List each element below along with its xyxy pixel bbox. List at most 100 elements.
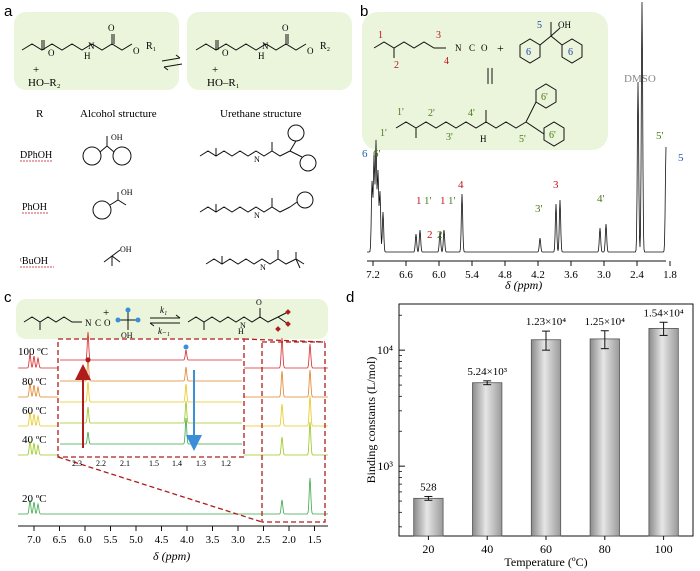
scheme-equilibrium (487, 68, 493, 84)
data-label: 5.24×10³ (467, 366, 507, 378)
tick-label-c: 1.5 (308, 534, 322, 546)
tick-label-b: 4.8 (498, 269, 512, 281)
peak-label: 3' (535, 203, 543, 215)
isocyanate-structure (373, 41, 446, 58)
inset-trace (60, 381, 242, 403)
tick-label-b: 1.8 (663, 269, 677, 281)
peak-label: 6 (362, 148, 368, 160)
svg-text:+: + (212, 64, 218, 76)
phoh-urethane-structure (199, 191, 314, 213)
peak-label: 6' (373, 148, 381, 160)
svg-text:+: + (497, 41, 504, 55)
tick-label-b: 3.0 (597, 269, 611, 281)
svg-text:HO–R₂: HO–R₂ (28, 77, 61, 89)
panel-c-label: c (4, 289, 12, 306)
svg-text:HO–R₁: HO–R₁ (207, 77, 240, 89)
col-header-alcohol: Alcohol structure (80, 108, 157, 120)
svg-text:6': 6' (541, 92, 548, 103)
panel-a-label: a (4, 3, 13, 20)
x-tick-label: 20 (422, 542, 434, 556)
svg-text:H: H (480, 134, 487, 144)
tick-label-b: 2.4 (630, 269, 644, 281)
svg-text:O: O (282, 23, 289, 33)
col-header-r: R (36, 108, 44, 120)
tick-label-c: 3.0 (231, 534, 245, 546)
reactant-urethane-structure (21, 34, 133, 51)
y-tick-label: 10⁴ (377, 343, 393, 357)
inset-tick: 1.4 (172, 459, 182, 468)
inset-tick: 1.2 (221, 459, 231, 468)
svg-text:OH: OH (121, 331, 133, 340)
peak-label: 1 (416, 195, 422, 207)
nmr-spectrum-b (367, 1, 667, 253)
x-axis-label: Temperature (ºC) (504, 555, 587, 569)
tick-label-b: 3.6 (564, 269, 578, 281)
svg-text:3: 3 (436, 30, 441, 41)
reaction-box-c (16, 299, 328, 339)
inset-ticks: 2.3 2.2 2.1 1.5 1.4 1.3 1.2 (72, 459, 231, 468)
peak-label: 1 (440, 195, 446, 207)
svg-text:OH: OH (558, 20, 571, 30)
phoh-structure (92, 192, 127, 220)
bar (530, 339, 562, 537)
tick-label-b: 6.6 (399, 269, 413, 281)
svg-text:O: O (222, 48, 229, 58)
row-name-phoh: PhOH (22, 202, 47, 213)
svg-text:N: N (88, 41, 95, 51)
inset-marker-red (85, 357, 91, 363)
svg-text:N: N (262, 41, 269, 51)
tick-label-c: 2.0 (282, 534, 296, 546)
svg-text:6: 6 (568, 47, 573, 58)
temp-label: 40 ºC (22, 434, 47, 446)
svg-text:N: N (240, 321, 246, 330)
svg-text:OH: OH (121, 188, 133, 197)
inset-tick: 2.2 (96, 459, 106, 468)
tick-label-c: 4.5 (155, 534, 169, 546)
bar (589, 338, 620, 537)
peak-label: 5' (656, 130, 664, 142)
tick-label-c: 5.0 (129, 534, 143, 546)
svg-text:5': 5' (519, 134, 526, 145)
svg-text:OH: OH (120, 245, 132, 254)
svg-text:+: + (103, 307, 109, 319)
tick-label-c: 6.5 (53, 534, 67, 546)
scheme-box (362, 12, 608, 150)
svg-text:4': 4' (468, 108, 475, 119)
panel-b-label: b (360, 3, 368, 20)
dmso-label: DMSO (624, 73, 656, 85)
tick-label-c: 5.5 (104, 534, 118, 546)
peak-label: 5 (678, 152, 684, 164)
tick-label-b: 5.4 (465, 269, 479, 281)
inset-trace (60, 356, 242, 382)
col-header-urethane: Urethane structure (220, 108, 302, 120)
svg-text:R₂: R₂ (320, 41, 330, 52)
product-box (187, 12, 352, 90)
svg-text:N: N (85, 318, 92, 328)
inset-tick: 1.5 (149, 459, 159, 468)
svg-text:H: H (258, 51, 265, 61)
peak-labels-b: 6 6' 1 1' 1 1' 2 2' 4 3 3' 4' 5' 5 (362, 130, 684, 241)
inset-trace (60, 417, 242, 445)
panel-d-label: d (346, 289, 354, 306)
x-tick-label: 80 (599, 542, 611, 556)
svg-text:4: 4 (444, 56, 449, 67)
tick-label-c: 2.5 (257, 534, 271, 546)
bar (413, 497, 444, 537)
bar (648, 328, 679, 537)
temp-label: 80 ºC (22, 376, 47, 388)
inset-spectra (60, 331, 242, 445)
svg-text:2': 2' (428, 108, 435, 119)
svg-text:k₁: k₁ (160, 305, 167, 315)
peak-label: 4' (597, 193, 605, 205)
tick-label-c: 6.0 (78, 534, 92, 546)
svg-text:2: 2 (394, 60, 399, 71)
y-tick-label: 10³ (377, 459, 393, 473)
reaction-c-structures (23, 308, 289, 330)
data-label: 1.23×10⁴ (526, 316, 566, 328)
svg-text:6': 6' (549, 130, 556, 141)
row-name-tbuoh: ᵗBuOH (20, 256, 48, 267)
svg-text:+: + (33, 64, 39, 76)
svg-text:H: H (84, 51, 91, 61)
peak-label: 2' (437, 229, 445, 241)
ticks-c: 7.0 6.5 6.0 5.5 5.0 4.5 4.0 3.5 3.0 2.5 2.0 1.5 (27, 526, 322, 546)
